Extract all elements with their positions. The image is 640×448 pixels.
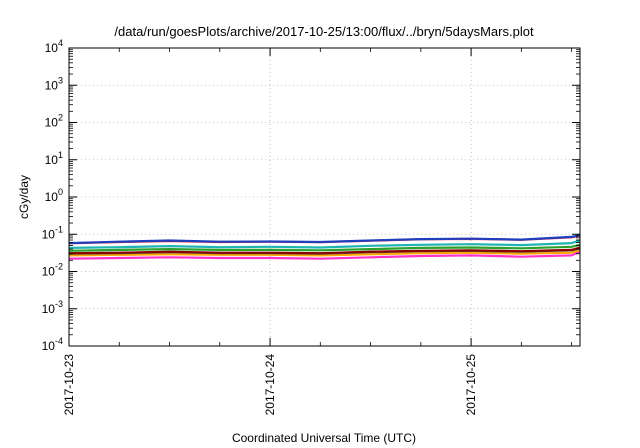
y-tick-label: 102 bbox=[45, 113, 63, 130]
x-tick-label: 2017-10-24 bbox=[263, 354, 277, 416]
y-tick-label: 101 bbox=[45, 150, 63, 167]
ticks bbox=[68, 47, 580, 347]
x-tick-labels: 2017-10-23 2017-10-24 2017-10-25 bbox=[62, 354, 478, 416]
x-tick-label: 2017-10-23 bbox=[62, 354, 76, 416]
y-tick-labels: 10-4 10-3 10-2 10-1 100 101 102 103 104 bbox=[42, 38, 63, 353]
series-line bbox=[68, 250, 581, 260]
y-tick-label: 103 bbox=[45, 75, 63, 92]
series-line bbox=[68, 239, 581, 249]
series-group bbox=[68, 234, 581, 260]
grid bbox=[69, 48, 580, 346]
y-tick-label: 10-1 bbox=[42, 224, 63, 241]
y-tick-label: 10-2 bbox=[42, 262, 63, 279]
series-line bbox=[68, 234, 581, 245]
y-tick-label: 100 bbox=[45, 187, 63, 204]
y-axis-label: cGy/day bbox=[17, 175, 31, 219]
series-line bbox=[68, 248, 581, 257]
series-line bbox=[68, 246, 581, 255]
chart-title: /data/run/goesPlots/archive/2017-10-25/1… bbox=[114, 24, 534, 39]
y-tick-label: 10-4 bbox=[42, 336, 63, 353]
series-line bbox=[68, 243, 581, 252]
x-tick-label: 2017-10-25 bbox=[464, 354, 478, 416]
x-axis-label: Coordinated Universal Time (UTC) bbox=[232, 431, 416, 445]
y-tick-label: 10-3 bbox=[42, 299, 63, 316]
y-tick-label: 104 bbox=[45, 38, 63, 55]
